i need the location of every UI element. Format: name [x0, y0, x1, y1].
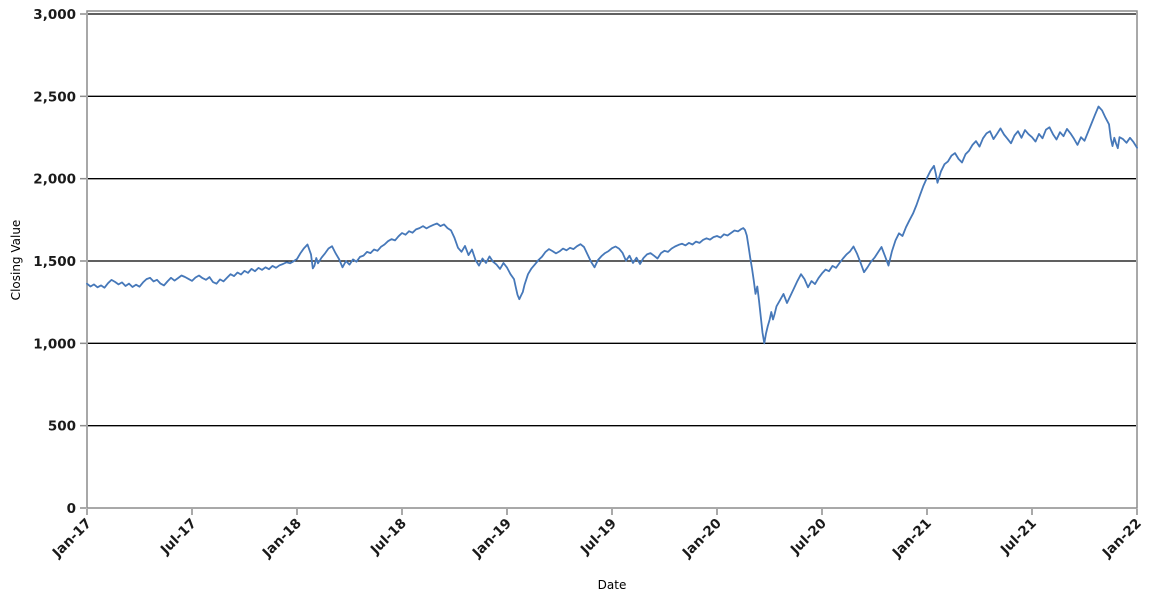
x-tick-label: Jan-17 — [49, 516, 95, 562]
y-tick-label: 500 — [48, 419, 76, 435]
x-tick-label: Jul-18 — [367, 516, 410, 559]
x-tick-label: Jan-21 — [889, 516, 935, 562]
y-axis-title: Closing Value — [9, 220, 23, 301]
x-tick-label: Jan-18 — [259, 516, 305, 562]
x-tick-label: Jul-21 — [997, 516, 1040, 559]
y-tick-label: 1,000 — [33, 336, 76, 352]
gridlines — [88, 13, 1136, 427]
x-tick-label: Jan-22 — [1099, 516, 1145, 562]
x-tick-label: Jan-19 — [469, 516, 515, 562]
x-axis-title: Date — [598, 578, 627, 592]
y-tick-label: 3,000 — [33, 7, 76, 23]
y-tick-label: 1,500 — [33, 254, 76, 270]
x-tick-label: Jan-20 — [679, 516, 725, 562]
axis-tick-marks — [80, 13, 1138, 515]
plot-frame — [86, 10, 1138, 509]
y-tick-label: 2,500 — [33, 89, 76, 105]
y-axis-tick-labels: 0 500 1,000 1,500 2,000 2,500 3,000 — [33, 7, 76, 517]
x-tick-label: Jul-20 — [787, 516, 830, 559]
y-tick-label: 2,000 — [33, 172, 76, 188]
y-tick-label: 0 — [67, 501, 76, 517]
x-axis-tick-labels: Jan-17 Jul-17 Jan-18 Jul-18 Jan-19 Jul-19 Jan-… — [49, 516, 1145, 562]
x-tick-label: Jul-17 — [157, 516, 200, 559]
x-tick-label: Jul-19 — [577, 516, 620, 559]
closing-value-line-series — [86, 105, 1138, 345]
